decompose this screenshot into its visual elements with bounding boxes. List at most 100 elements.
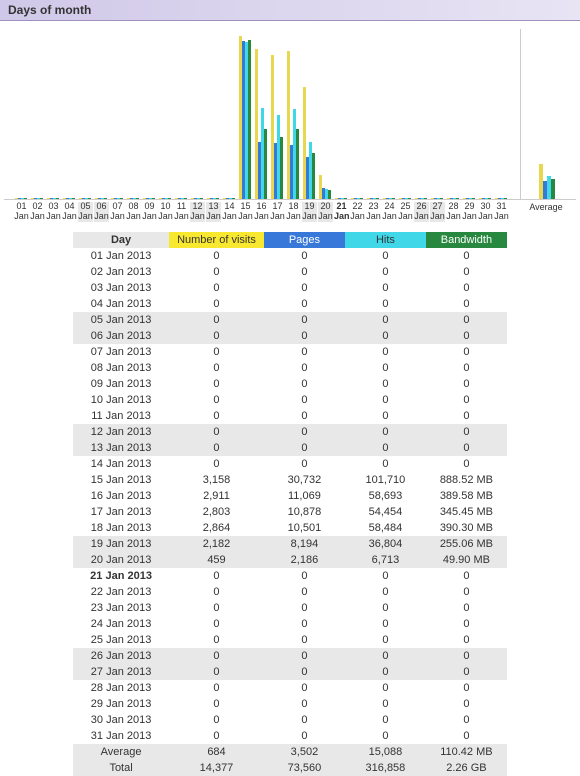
table-row: 13 Jan 20130000 (73, 440, 507, 456)
cell-value: 0 (426, 264, 507, 280)
cell-value: 0 (169, 408, 264, 424)
bar-bw (184, 198, 187, 199)
chart-day-label: 09Jan (142, 202, 157, 222)
table-row: 04 Jan 20130000 (73, 296, 507, 312)
cell-value: 0 (345, 568, 426, 584)
chart-day-label: 22Jan (350, 202, 365, 222)
chart-day-label: 17Jan (270, 202, 285, 222)
cell-value: 0 (169, 568, 264, 584)
cell-value: 684 (169, 744, 264, 760)
cell-value: 0 (426, 632, 507, 648)
cell-value: 2,864 (169, 520, 264, 536)
cell-value: 0 (169, 360, 264, 376)
cell-value: 0 (264, 376, 345, 392)
cell-value: 0 (169, 680, 264, 696)
cell-value: 0 (264, 632, 345, 648)
chart-day-column (206, 29, 221, 199)
cell-day: 08 Jan 2013 (73, 360, 169, 376)
chart-day-column (126, 29, 141, 199)
cell-day: 09 Jan 2013 (73, 376, 169, 392)
table-row: 02 Jan 20130000 (73, 264, 507, 280)
bar-bw (408, 198, 411, 199)
cell-value: 0 (345, 280, 426, 296)
chart-day-label: 11Jan (174, 202, 189, 222)
cell-day: 31 Jan 2013 (73, 728, 169, 744)
table-row: 10 Jan 20130000 (73, 392, 507, 408)
bar-bw (344, 198, 347, 199)
table-row: 29 Jan 20130000 (73, 696, 507, 712)
bar-bw (40, 198, 43, 199)
cell-value: 0 (426, 664, 507, 680)
bar-bw (551, 179, 555, 199)
cell-value: 0 (345, 600, 426, 616)
chart-day-label: 20Jan (318, 202, 333, 222)
chart-day-label: 18Jan (286, 202, 301, 222)
cell-value: 0 (426, 280, 507, 296)
table-row: 23 Jan 20130000 (73, 600, 507, 616)
cell-value: 0 (169, 328, 264, 344)
cell-value: 0 (264, 344, 345, 360)
cell-value: 0 (264, 264, 345, 280)
cell-day: 27 Jan 2013 (73, 664, 169, 680)
chart-day-column (494, 29, 509, 199)
chart-day-column (302, 29, 317, 199)
cell-value: 49.90 MB (426, 552, 507, 568)
table-row: 21 Jan 20130000 (73, 568, 507, 584)
cell-value: 0 (426, 360, 507, 376)
chart-day-column (190, 29, 205, 199)
cell-value: 0 (169, 456, 264, 472)
cell-value: 0 (169, 392, 264, 408)
bar-bw (392, 198, 395, 199)
chart-day-label: 28Jan (446, 202, 461, 222)
cell-value: 0 (345, 440, 426, 456)
chart-day-label: 10Jan (158, 202, 173, 222)
cell-value: 0 (426, 568, 507, 584)
bar-bw (88, 198, 91, 199)
cell-day: 25 Jan 2013 (73, 632, 169, 648)
bar-bw (504, 198, 507, 199)
cell-value: 0 (426, 312, 507, 328)
chart-day-column (46, 29, 61, 199)
cell-value: 0 (345, 728, 426, 744)
cell-value: 0 (169, 312, 264, 328)
cell-value: 0 (426, 424, 507, 440)
cell-value: 110.42 MB (426, 744, 507, 760)
bar-bw (232, 198, 235, 199)
col-visits: Number of visits (169, 232, 264, 248)
bar-bw (472, 198, 475, 199)
cell-value: 0 (345, 632, 426, 648)
table-row: 01 Jan 20130000 (73, 248, 507, 264)
bar-bw (168, 198, 171, 199)
chart-container: 01Jan02Jan03Jan04Jan05Jan06Jan07Jan08Jan… (0, 21, 580, 222)
chart-day-column (158, 29, 173, 199)
cell-value: 0 (345, 360, 426, 376)
bar-bw (456, 198, 459, 199)
cell-value: 459 (169, 552, 264, 568)
table-row: 12 Jan 20130000 (73, 424, 507, 440)
table-row-total: Total14,37773,560316,8582.26 GB (73, 760, 507, 776)
chart-day-column (78, 29, 93, 199)
chart-day-label: 01Jan (14, 202, 29, 222)
col-hits: Hits (345, 232, 426, 248)
cell-value: 0 (426, 680, 507, 696)
cell-value: 0 (169, 712, 264, 728)
cell-day: 28 Jan 2013 (73, 680, 169, 696)
cell-value: 15,088 (345, 744, 426, 760)
cell-value: 0 (426, 648, 507, 664)
chart-day-column (222, 29, 237, 199)
table-row: 22 Jan 20130000 (73, 584, 507, 600)
cell-value: 0 (169, 600, 264, 616)
chart-day-column (110, 29, 125, 199)
chart-day-label: 07Jan (110, 202, 125, 222)
cell-value: 73,560 (264, 760, 345, 776)
cell-value: 390.30 MB (426, 520, 507, 536)
cell-value: 0 (426, 696, 507, 712)
cell-value: 54,454 (345, 504, 426, 520)
cell-value: 6,713 (345, 552, 426, 568)
chart-day-label: 12Jan (190, 202, 205, 222)
cell-value: 0 (169, 648, 264, 664)
cell-day: 02 Jan 2013 (73, 264, 169, 280)
cell-value: 0 (345, 424, 426, 440)
cell-day: 30 Jan 2013 (73, 712, 169, 728)
chart-average-column (520, 29, 567, 199)
